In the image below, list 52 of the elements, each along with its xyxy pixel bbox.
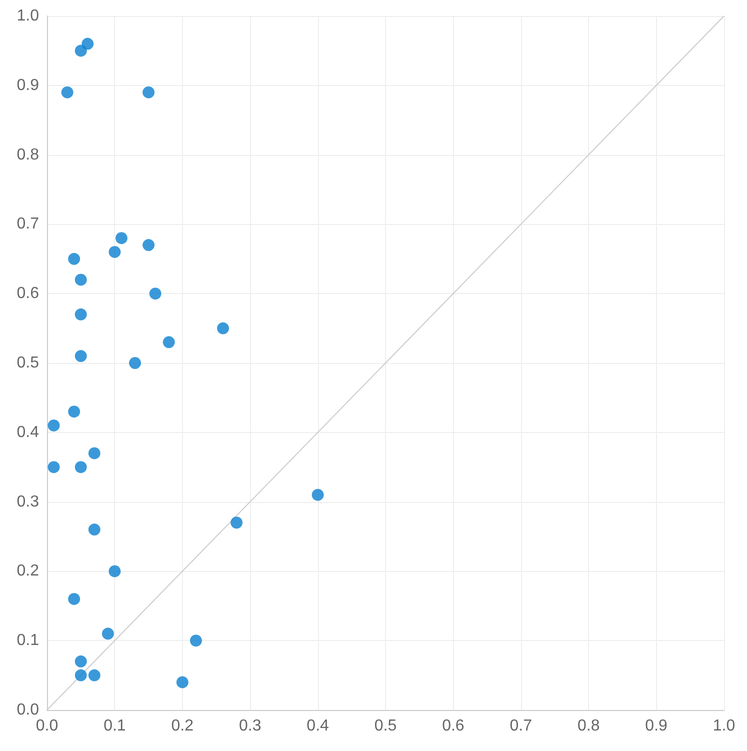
point (108, 565, 121, 578)
x-tick-label: 0.6 (442, 718, 464, 734)
y-tick-label: 0.6 (16, 285, 40, 302)
point (82, 38, 94, 50)
point (149, 288, 162, 300)
y-tick-label: 0.1 (16, 632, 40, 650)
x-tick-label: 0.7 (510, 718, 532, 734)
point (68, 252, 80, 265)
point (88, 447, 100, 460)
x-tick-label: 0.5 (374, 718, 397, 734)
point (142, 239, 155, 252)
point (142, 86, 155, 98)
point (68, 406, 80, 418)
point (74, 655, 87, 668)
point (88, 669, 100, 682)
point (74, 308, 87, 320)
point (312, 488, 324, 501)
point (61, 86, 74, 98)
point (74, 274, 87, 286)
point (176, 676, 188, 688)
point (230, 516, 243, 529)
point (115, 232, 128, 244)
x-tick-label: 0.4 (306, 718, 330, 734)
x-tick-label: 0.3 (238, 718, 262, 734)
y-tick-label: 0.9 (16, 76, 40, 94)
y-tick-label: 0.7 (16, 216, 40, 233)
point (48, 461, 60, 474)
point (108, 246, 121, 258)
point (129, 357, 142, 369)
point (162, 336, 175, 348)
point (48, 419, 60, 432)
x-tick-label: 0.0 (36, 718, 58, 734)
x-tick-label: 0.2 (171, 718, 194, 734)
x-tick-label: 0.9 (645, 718, 668, 734)
point (68, 592, 80, 605)
y-tick-label: 0.0 (16, 702, 40, 718)
y-tick-label: 0.3 (16, 493, 40, 510)
x-tick-label: 1.0 (712, 718, 736, 734)
point (190, 634, 202, 647)
x-tick-label: 0.8 (577, 718, 600, 734)
y-tick-label: 1.0 (16, 8, 40, 24)
y-tick-label: 0.2 (16, 562, 40, 580)
y-tick-label: 0.5 (16, 354, 40, 372)
point (102, 628, 114, 640)
y-tick-label: 0.4 (16, 424, 40, 441)
point (74, 669, 87, 682)
x-tick-label: 0.1 (104, 718, 126, 734)
point (217, 322, 230, 334)
point (88, 524, 100, 536)
point (74, 350, 87, 362)
y-tick-label: 0.8 (16, 146, 40, 164)
point (74, 461, 87, 474)
